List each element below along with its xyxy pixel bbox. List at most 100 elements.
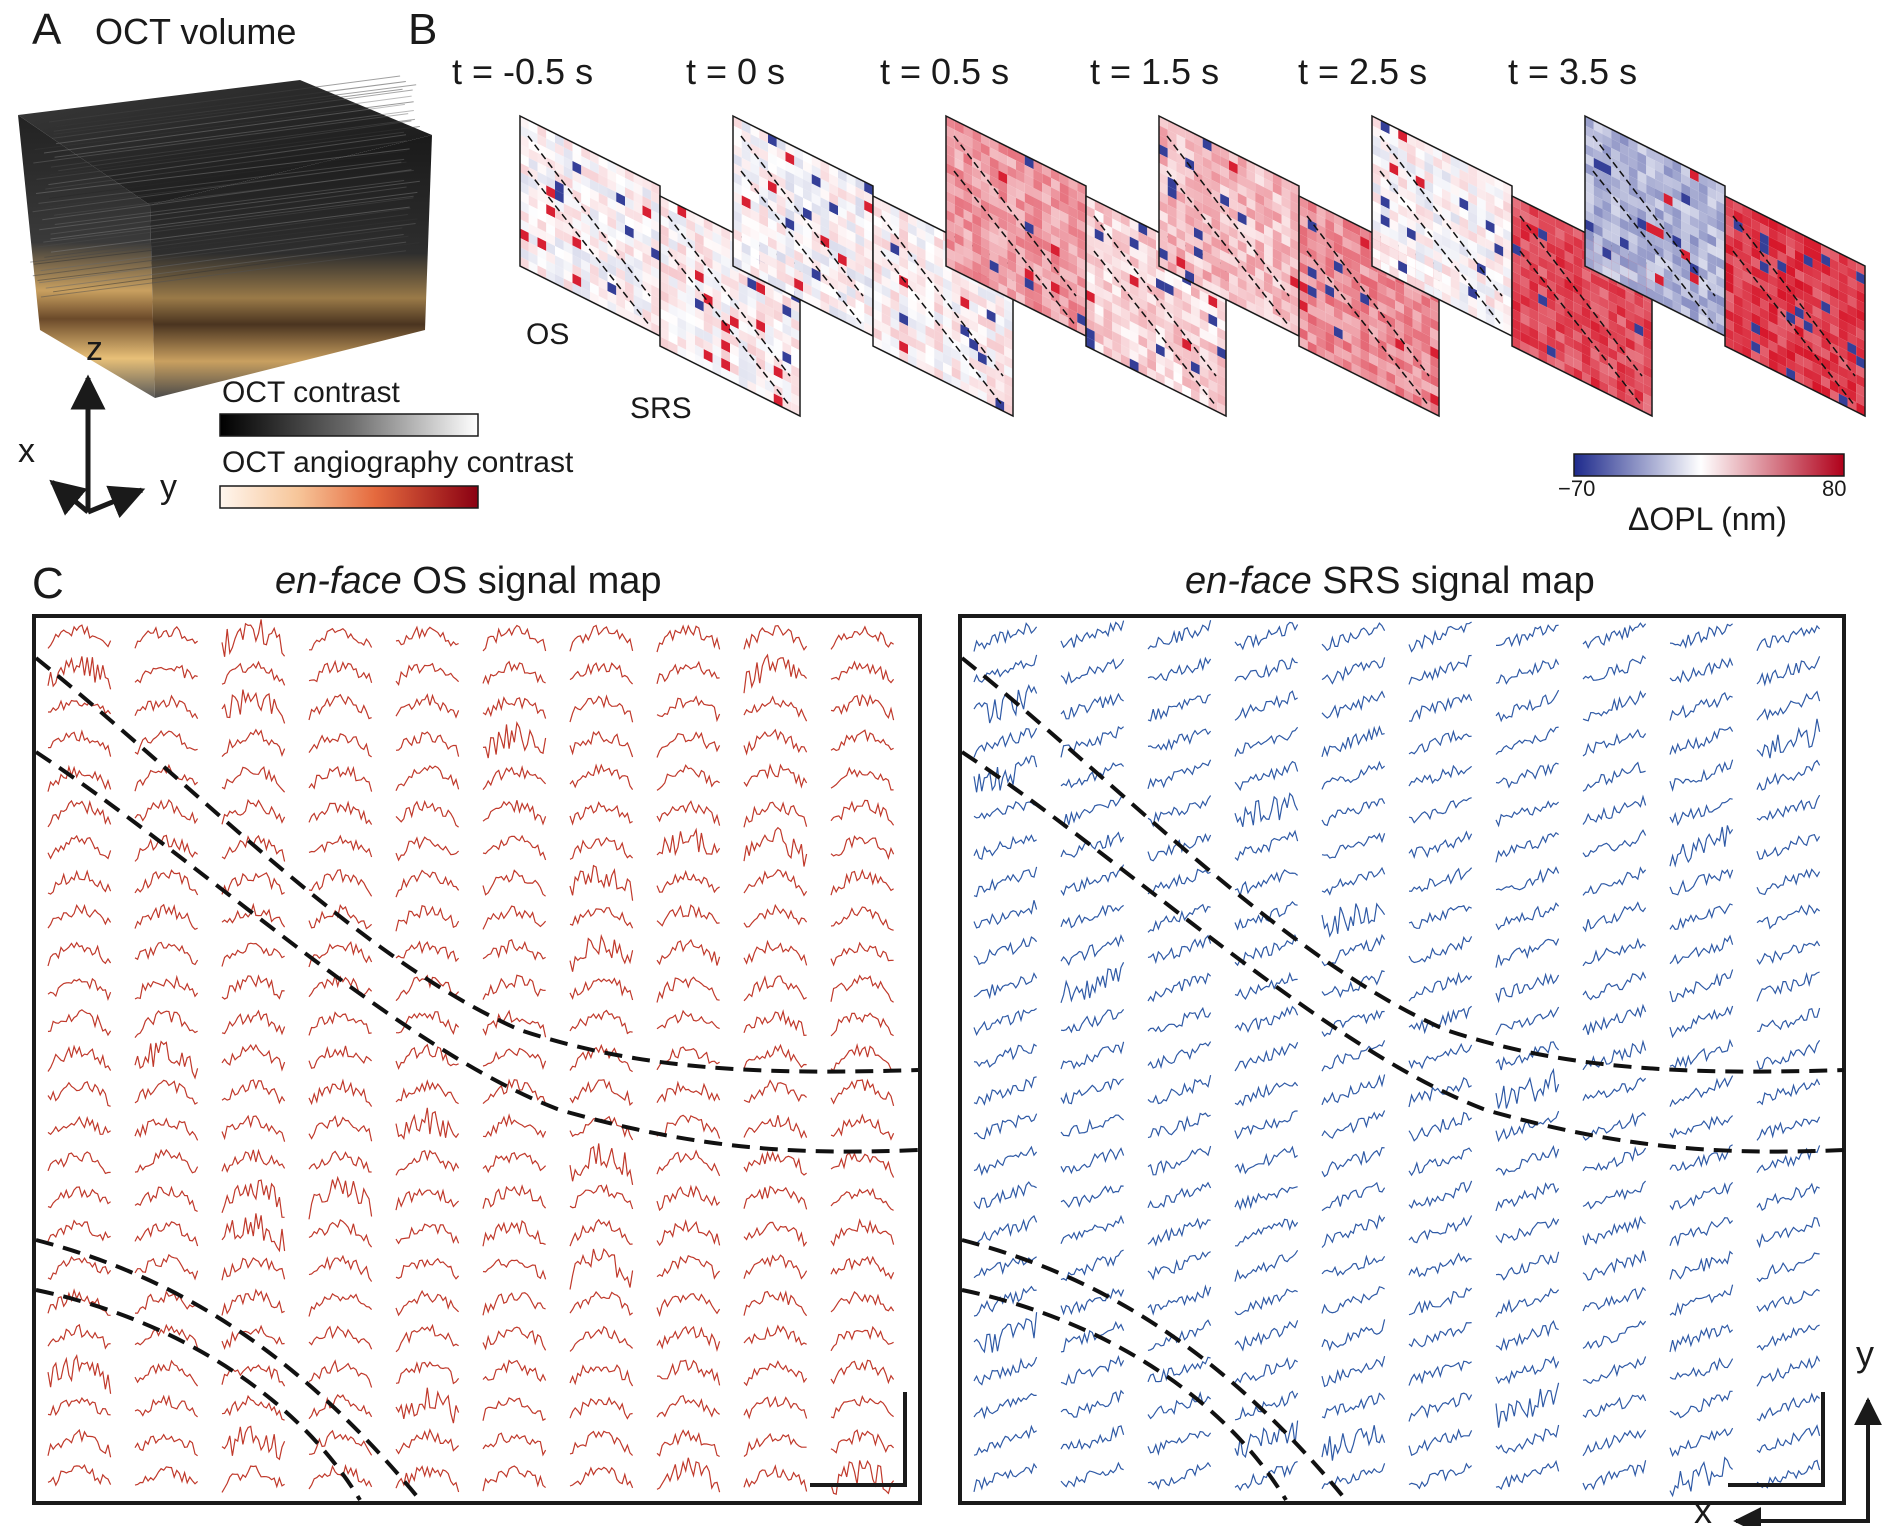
heatmap-cell	[651, 294, 660, 308]
srs-trace	[1060, 1114, 1124, 1137]
heatmap-cell	[1033, 216, 1043, 230]
heatmap-cell	[1185, 147, 1194, 162]
heatmap-cell	[1628, 166, 1638, 180]
heatmap-cell	[782, 341, 792, 356]
heatmap-cell	[1503, 284, 1512, 299]
heatmap-cell	[1360, 320, 1369, 335]
heatmap-cell	[1433, 221, 1442, 236]
heatmap-cell	[765, 351, 774, 366]
heatmap-cell	[1316, 307, 1326, 322]
heatmap-cell	[972, 241, 981, 256]
heatmap-cell	[1643, 346, 1652, 360]
heatmap-cell	[677, 242, 687, 256]
heatmap-cell	[625, 206, 634, 220]
heatmap-cell	[1185, 176, 1194, 190]
os-trace	[308, 1429, 373, 1456]
heatmap-cell	[1360, 282, 1369, 297]
heatmap-cell	[660, 280, 669, 295]
heatmap-cell	[730, 324, 739, 339]
heatmap-cell	[1620, 217, 1629, 232]
heatmap-cell	[1599, 305, 1609, 320]
heatmap-cell	[765, 361, 774, 375]
heatmap-cell	[873, 289, 882, 304]
heatmap-cell	[1334, 288, 1343, 303]
heatmap-cell	[1442, 160, 1451, 175]
heatmap-cell	[791, 327, 800, 341]
os-trace	[743, 903, 808, 928]
srs-trace	[1495, 658, 1560, 685]
heatmap-cell	[846, 285, 856, 300]
heatmap-cell	[1386, 286, 1396, 301]
heatmap-cell	[794, 249, 803, 264]
heatmap-cell	[881, 322, 891, 336]
heatmap-cell	[1194, 208, 1203, 223]
heatmap-cell	[1033, 225, 1043, 240]
heatmap-cell	[943, 362, 952, 376]
heatmap-cell	[1103, 214, 1113, 228]
heatmap-cell	[1351, 353, 1361, 368]
heatmap-cell	[951, 366, 961, 381]
heatmap-cell	[747, 342, 757, 357]
heatmap-cell	[1468, 295, 1477, 310]
heatmap-cell	[1538, 321, 1547, 336]
heatmap-cell	[1255, 220, 1264, 235]
heatmap-cell	[1033, 281, 1043, 296]
heatmap-cell	[741, 195, 751, 210]
srs-trace	[1582, 761, 1646, 792]
heatmap-cell	[1051, 187, 1060, 201]
heatmap-cell	[820, 206, 830, 221]
heatmap-cell	[1007, 259, 1016, 273]
heatmap-cell	[1628, 250, 1638, 265]
heatmap-cell	[768, 161, 777, 176]
os-trace	[134, 1117, 199, 1141]
heatmap-cell	[1634, 304, 1644, 318]
heatmap-cell	[633, 182, 643, 196]
heatmap-cell	[1121, 288, 1130, 303]
heatmap-cell	[1538, 331, 1547, 345]
srs-trace	[1321, 832, 1386, 859]
heatmap-cell	[785, 236, 795, 250]
heatmap-cell	[1147, 348, 1156, 363]
heatmap-cell	[1208, 304, 1218, 318]
heatmap-cell	[960, 324, 970, 338]
heatmap-cell	[1334, 344, 1343, 359]
heatmap-cell	[677, 270, 687, 285]
heatmap-cell	[811, 183, 821, 198]
heatmap-cell	[1164, 291, 1174, 306]
heatmap-cell	[1386, 342, 1396, 357]
vessel-dash	[1519, 215, 1643, 377]
heatmap-cell	[1121, 344, 1130, 359]
heatmap-cell	[1051, 271, 1060, 286]
heatmap-cell	[791, 308, 800, 323]
heatmap-cell	[963, 199, 973, 214]
heatmap-cell	[1121, 279, 1130, 293]
heatmap-cell	[946, 228, 955, 243]
heatmap-cell	[855, 233, 865, 248]
heatmap-cell	[864, 247, 873, 261]
heatmap-cell	[1112, 246, 1121, 261]
heatmap-cell	[1593, 232, 1603, 247]
heatmap-cell	[616, 286, 625, 300]
heatmap-cell	[1494, 271, 1504, 285]
heatmap-cell	[803, 226, 812, 240]
srs-trace	[1060, 1389, 1125, 1418]
srs-trace	[1582, 1286, 1647, 1312]
heatmap-cell	[1159, 200, 1168, 215]
heatmap-cell	[946, 181, 955, 196]
heatmap-cell	[598, 174, 608, 188]
heatmap-cell	[1655, 197, 1664, 212]
heatmap-cell	[1051, 252, 1060, 267]
heatmap-cell	[1442, 188, 1451, 203]
heatmap-cell	[1620, 180, 1629, 195]
heatmap-cell	[1372, 181, 1381, 196]
heatmap-cell	[1590, 282, 1600, 296]
heatmap-cell	[864, 237, 873, 252]
heatmap-cell	[899, 312, 908, 326]
srs-trace	[1060, 934, 1125, 967]
heatmap-cell	[756, 347, 765, 361]
heatmap-cell	[978, 332, 987, 347]
volume-streak	[49, 150, 408, 199]
heatmap-cell	[1655, 226, 1664, 240]
heatmap-cell	[1159, 144, 1168, 158]
heatmap-cell	[1468, 192, 1477, 206]
